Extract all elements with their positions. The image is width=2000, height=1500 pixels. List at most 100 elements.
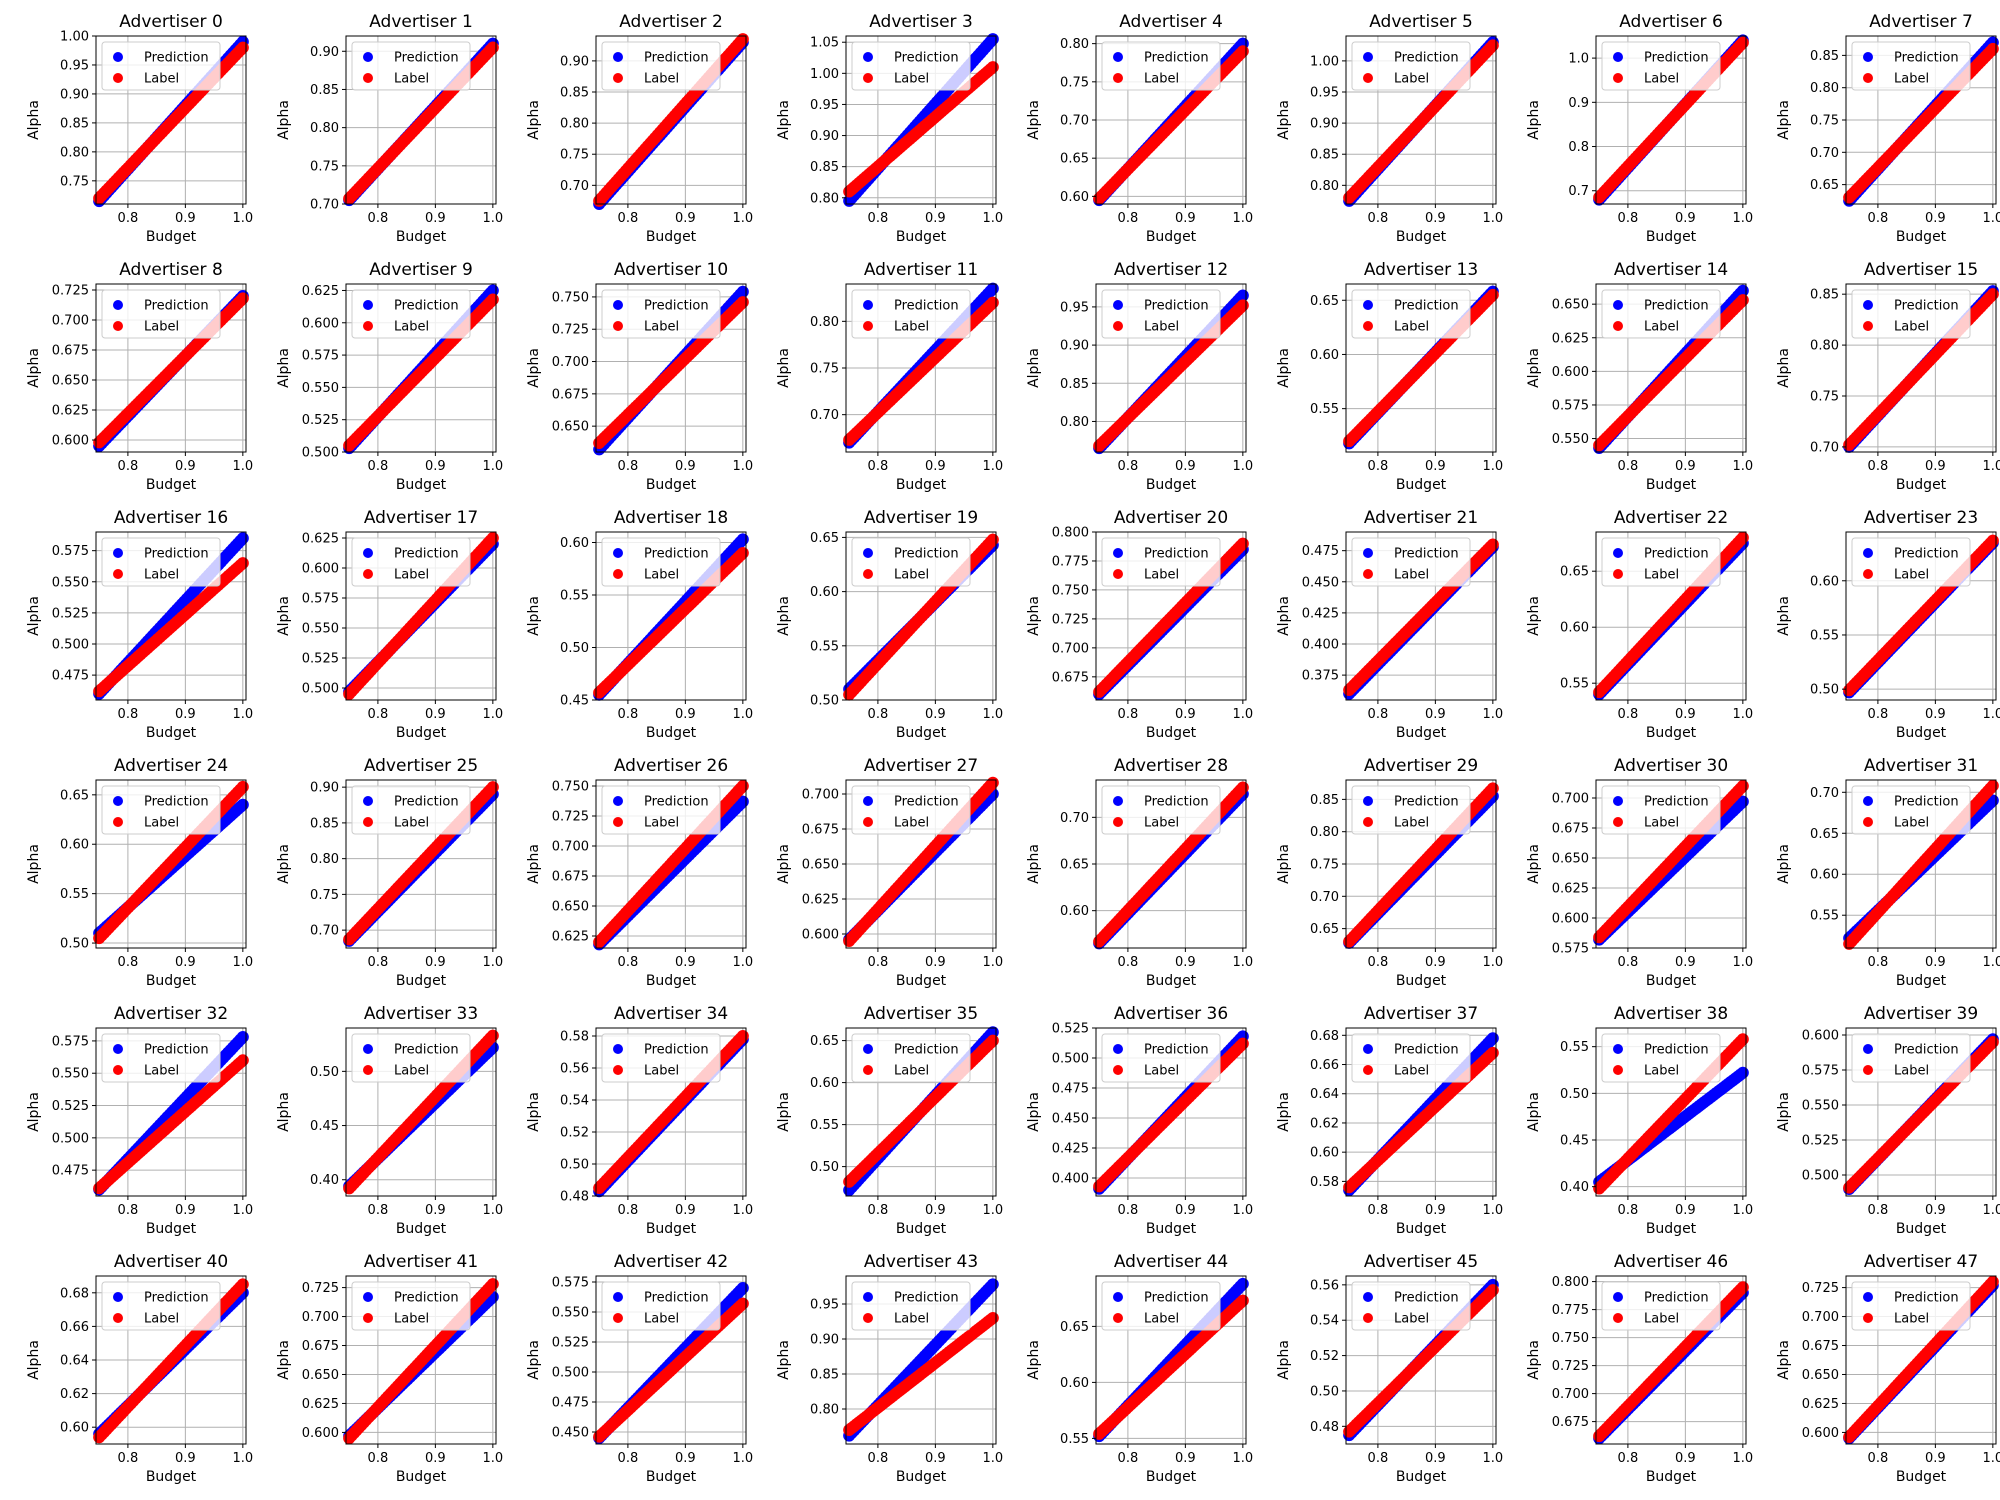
x-tick-label: 0.8 <box>1118 459 1139 474</box>
legend-marker <box>1613 321 1623 331</box>
legend-marker <box>1863 321 1873 331</box>
x-tick-label: 1.0 <box>482 459 503 474</box>
x-tick-label: 0.8 <box>618 955 639 970</box>
data-point <box>1986 288 1999 301</box>
legend-box <box>601 41 721 91</box>
x-tick-label: 0.8 <box>118 211 139 226</box>
subplot-title: Advertiser 0 <box>119 12 223 32</box>
data-point <box>986 61 999 74</box>
legend-label: Prediction <box>1394 547 1459 562</box>
legend-label: Prediction <box>1394 51 1459 66</box>
y-axis-label: Alpha <box>1026 596 1042 636</box>
legend-label: Prediction <box>144 547 209 562</box>
legend-label: Label <box>894 72 929 87</box>
y-tick-label: 0.575 <box>302 349 339 364</box>
x-axis-label: Budget <box>1146 973 1197 989</box>
data-point <box>1236 781 1249 794</box>
y-tick-label: 0.500 <box>302 446 339 461</box>
y-tick-label: 0.650 <box>802 858 839 873</box>
x-tick-label: 0.9 <box>1675 211 1696 226</box>
y-tick-label: 0.50 <box>810 694 839 709</box>
y-tick-label: 0.700 <box>552 840 589 855</box>
y-tick-label: 0.65 <box>1810 178 1839 193</box>
legend-label: Label <box>1894 568 1929 583</box>
x-tick-label: 0.8 <box>1868 211 1889 226</box>
legend-marker <box>1113 548 1123 558</box>
x-tick-label: 0.8 <box>368 459 389 474</box>
legend-marker <box>1863 52 1873 62</box>
legend-label: Label <box>1394 568 1429 583</box>
legend-label: Prediction <box>1644 795 1709 810</box>
y-tick-label: 0.70 <box>310 198 339 213</box>
data-point <box>736 533 749 546</box>
legend-marker <box>613 73 623 83</box>
legend-marker <box>863 300 873 310</box>
x-tick-label: 1.0 <box>1232 955 1253 970</box>
legend-marker <box>863 796 873 806</box>
y-tick-label: 1.00 <box>810 67 839 82</box>
x-axis-label: Budget <box>1396 973 1447 989</box>
y-tick-label: 0.65 <box>1560 565 1589 580</box>
legend-box <box>1351 41 1471 91</box>
x-tick-label: 0.9 <box>1175 459 1196 474</box>
subplot: Advertiser 00.8 0.9 1.00.750.800.850.900.9… <box>26 12 253 245</box>
y-tick-label: 0.600 <box>302 562 339 577</box>
y-axis-label: Alpha <box>1276 596 1292 636</box>
x-tick-label: 0.8 <box>1368 955 1389 970</box>
y-tick-label: 0.85 <box>1310 148 1339 163</box>
y-tick-label: 0.70 <box>560 179 589 194</box>
legend-marker <box>613 817 623 827</box>
x-tick-label: 1.0 <box>1232 211 1253 226</box>
x-tick-label: 0.8 <box>868 211 889 226</box>
x-tick-label: 1.0 <box>1232 707 1253 722</box>
y-tick-label: 0.725 <box>552 323 589 338</box>
y-tick-label: 0.600 <box>802 928 839 943</box>
legend-label: Label <box>1644 568 1679 583</box>
legend-label: Prediction <box>1894 299 1959 314</box>
legend-marker <box>113 52 123 62</box>
x-axis-label: Budget <box>1146 229 1197 245</box>
y-tick-label: 0.95 <box>810 98 839 113</box>
data-point <box>1236 537 1249 550</box>
x-tick-label: 0.9 <box>1675 707 1696 722</box>
data-point <box>1986 534 1999 547</box>
legend-marker <box>1363 300 1373 310</box>
y-tick-label: 0.625 <box>1552 882 1589 897</box>
x-tick-label: 1.0 <box>482 707 503 722</box>
y-axis-label: Alpha <box>526 596 542 636</box>
y-axis-label: Alpha <box>26 844 42 884</box>
subplot: Advertiser 30.8 0.9 1.00.800.850.900.951.0… <box>776 12 1003 245</box>
y-tick-label: 0.60 <box>1560 621 1589 636</box>
legend-label: Label <box>144 568 179 583</box>
y-tick-label: 0.500 <box>52 638 89 653</box>
y-tick-label: 0.625 <box>52 404 89 419</box>
data-point <box>486 781 499 794</box>
legend-marker <box>113 321 123 331</box>
x-tick-label: 0.8 <box>368 707 389 722</box>
legend-marker <box>363 796 373 806</box>
legend-label: Prediction <box>1644 299 1709 314</box>
x-tick-label: 1.0 <box>732 955 753 970</box>
data-point <box>986 776 999 789</box>
y-tick-label: 0.70 <box>1810 146 1839 161</box>
y-tick-label: 0.525 <box>302 652 339 667</box>
legend-label: Label <box>644 72 679 87</box>
y-tick-label: 0.60 <box>560 536 589 551</box>
x-tick-label: 0.8 <box>118 707 139 722</box>
y-tick-label: 0.75 <box>1310 858 1339 873</box>
y-tick-label: 0.8 <box>1568 140 1589 155</box>
x-tick-label: 0.9 <box>925 211 946 226</box>
data-point <box>736 33 749 46</box>
x-tick-label: 1.0 <box>232 955 253 970</box>
subplot-title: Advertiser 31 <box>1864 756 1978 776</box>
subplot-title: Advertiser 2 <box>619 12 723 32</box>
y-tick-label: 0.625 <box>802 893 839 908</box>
data-point <box>486 293 499 306</box>
y-tick-label: 0.500 <box>302 682 339 697</box>
y-tick-label: 0.675 <box>552 387 589 402</box>
